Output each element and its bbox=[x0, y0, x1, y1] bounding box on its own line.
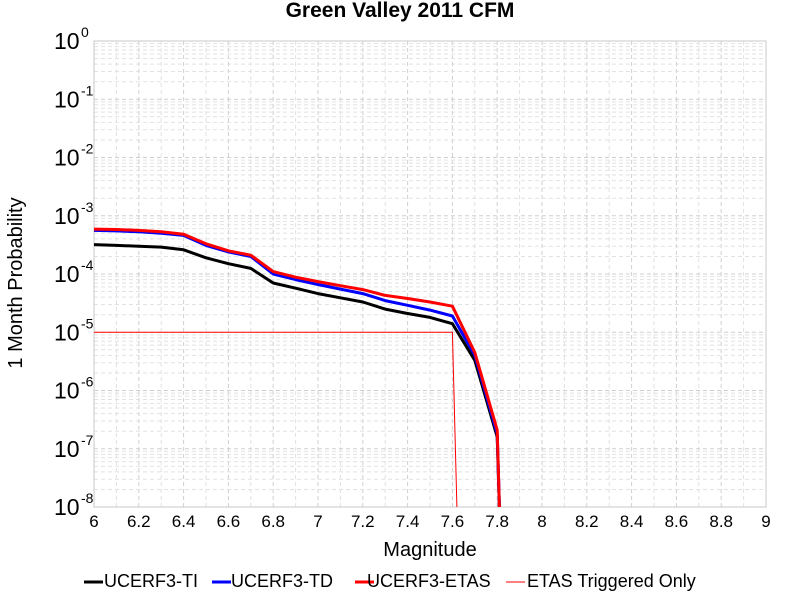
y-tick-exponent: -5 bbox=[81, 315, 94, 331]
y-tick-base: 10 bbox=[54, 145, 80, 171]
legend-label-ucerf3-ti: UCERF3-TI bbox=[104, 571, 198, 591]
plot-area bbox=[93, 40, 767, 508]
x-tick-label: 9 bbox=[761, 512, 770, 531]
y-tick-base: 10 bbox=[54, 203, 80, 229]
y-tick-base: 10 bbox=[54, 436, 80, 462]
y-tick-exponent: 0 bbox=[81, 24, 89, 40]
legend: UCERF3-TI UCERF3-TD UCERF3-ETAS ETAS Trigge… bbox=[84, 571, 696, 591]
x-tick-label: 6.4 bbox=[172, 512, 196, 531]
y-tick-base: 10 bbox=[54, 378, 80, 404]
series-line-ucerf3-td bbox=[93, 228, 501, 508]
x-tick-label: 7.8 bbox=[485, 512, 509, 531]
x-tick-label: 8.2 bbox=[575, 512, 599, 531]
x-tick-label: 8.4 bbox=[620, 512, 644, 531]
y-tick-exponent: -3 bbox=[81, 199, 94, 215]
y-tick-exponent: -7 bbox=[81, 432, 94, 448]
y-tick-exponent: -6 bbox=[81, 374, 94, 390]
y-tick-exponent: -4 bbox=[81, 257, 94, 273]
y-axis-label: 1 Month Probability bbox=[5, 197, 27, 368]
x-tick-label: 7.4 bbox=[396, 512, 420, 531]
y-tick-exponent: -8 bbox=[81, 490, 94, 506]
grid bbox=[93, 41, 767, 508]
y-tick-exponent: -1 bbox=[81, 82, 94, 98]
x-tick-label: 6.2 bbox=[127, 512, 151, 531]
x-tick-label: 7.2 bbox=[351, 512, 375, 531]
chart-title: Green Valley 2011 CFM bbox=[286, 0, 515, 22]
x-tick-label: 6 bbox=[89, 512, 98, 531]
x-tick-labels: 6 6.2 6.4 6.6 6.8 7 7.2 7.4 7.6 7.8 8 8.2 8.4 8.6 8.8 9 bbox=[89, 512, 770, 531]
x-tick-label: 6.8 bbox=[261, 512, 285, 531]
x-tick-label: 7.6 bbox=[441, 512, 465, 531]
x-tick-label: 6.6 bbox=[217, 512, 241, 531]
x-tick-label: 8.8 bbox=[709, 512, 733, 531]
series-layer bbox=[93, 227, 501, 508]
y-tick-base: 10 bbox=[54, 319, 80, 345]
series-line-etas-triggered-only bbox=[94, 331, 458, 508]
y-tick-base: 10 bbox=[54, 86, 80, 112]
series-line-ucerf3-etas bbox=[93, 227, 501, 508]
y-tick-base: 10 bbox=[54, 494, 80, 520]
y-tick-base: 10 bbox=[54, 28, 80, 54]
y-tick-base: 10 bbox=[54, 261, 80, 287]
legend-label-ucerf3-etas: UCERF3-ETAS bbox=[367, 571, 491, 591]
x-tick-label: 7 bbox=[313, 512, 322, 531]
x-tick-label: 8 bbox=[537, 512, 546, 531]
x-axis-label: Magnitude bbox=[383, 539, 476, 561]
legend-label-etas-triggered-only: ETAS Triggered Only bbox=[527, 571, 696, 591]
y-tick-exponent: -2 bbox=[81, 141, 94, 157]
x-tick-label: 8.6 bbox=[665, 512, 689, 531]
series-line-ucerf3-ti bbox=[93, 243, 501, 508]
legend-label-ucerf3-td: UCERF3-TD bbox=[231, 571, 333, 591]
